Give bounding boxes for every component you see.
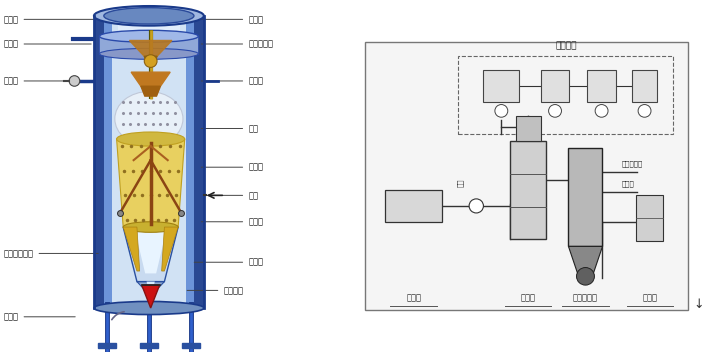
Bar (458, 56, 673, 134)
Text: 集水池: 集水池 (406, 293, 421, 302)
Bar (637, 195, 664, 241)
Circle shape (638, 105, 651, 117)
Text: 溢流堰: 溢流堰 (4, 15, 104, 24)
Circle shape (576, 268, 594, 285)
Text: 空气进口: 空气进口 (187, 286, 243, 295)
Circle shape (69, 76, 79, 86)
Text: 集砂箱: 集砂箱 (4, 312, 75, 321)
Polygon shape (131, 72, 170, 86)
Bar (194, 16, 204, 308)
Ellipse shape (99, 48, 199, 59)
Text: 搅砂器: 搅砂器 (194, 258, 263, 267)
Ellipse shape (123, 222, 178, 232)
Text: 反应池: 反应池 (520, 293, 536, 302)
Text: 加药系统: 加药系统 (555, 41, 576, 50)
Polygon shape (134, 227, 167, 274)
Bar (587, 70, 616, 102)
Polygon shape (137, 282, 164, 294)
Text: 过滤后出水: 过滤后出水 (621, 161, 642, 167)
Text: 空压机: 空压机 (642, 293, 657, 302)
Polygon shape (141, 86, 160, 96)
Text: 出水管: 出水管 (4, 39, 91, 49)
Text: 滤后水: 滤后水 (4, 76, 86, 86)
Polygon shape (569, 246, 603, 282)
Text: ↓: ↓ (693, 298, 703, 311)
Bar (569, 148, 603, 246)
Circle shape (495, 105, 508, 117)
Bar (111, 16, 186, 308)
Text: 进水管: 进水管 (201, 217, 263, 226)
Bar (118, 16, 179, 51)
Text: 洗砂器: 洗砂器 (201, 76, 263, 86)
Polygon shape (162, 227, 178, 271)
Bar (515, 116, 541, 141)
Polygon shape (129, 40, 172, 56)
Bar (94, 16, 104, 308)
Bar (484, 70, 519, 102)
Ellipse shape (104, 8, 194, 24)
Ellipse shape (94, 6, 204, 26)
Ellipse shape (99, 30, 199, 42)
Ellipse shape (94, 301, 204, 315)
Text: 引水道: 引水道 (201, 163, 263, 172)
Bar (541, 70, 569, 102)
Polygon shape (145, 56, 157, 64)
Polygon shape (182, 343, 199, 348)
Bar (99, 36, 199, 54)
Ellipse shape (115, 92, 183, 146)
Polygon shape (140, 343, 157, 348)
Text: 搅砂管: 搅砂管 (187, 15, 263, 24)
Polygon shape (123, 227, 178, 282)
Text: 洗砂水: 洗砂水 (621, 180, 634, 187)
Text: 流砂过滤器: 流砂过滤器 (573, 293, 598, 302)
Bar (186, 16, 194, 308)
Text: 进水: 进水 (457, 179, 464, 187)
Circle shape (595, 105, 608, 117)
Polygon shape (147, 282, 155, 294)
Bar (510, 141, 546, 239)
Text: 锥形砂分配器: 锥形砂分配器 (4, 249, 99, 258)
Text: 原水: 原水 (206, 191, 258, 200)
Circle shape (469, 199, 484, 213)
Text: 滤床: 滤床 (201, 124, 258, 133)
Ellipse shape (116, 132, 185, 146)
Text: 空气分离器: 空气分离器 (201, 39, 273, 49)
Bar (94, 16, 204, 308)
Polygon shape (123, 227, 140, 271)
Polygon shape (142, 285, 160, 308)
Bar (385, 190, 442, 222)
Polygon shape (99, 343, 116, 348)
Bar (365, 42, 688, 310)
Polygon shape (116, 139, 185, 227)
Bar (104, 16, 111, 308)
Circle shape (549, 105, 562, 117)
Bar (632, 70, 657, 102)
Circle shape (145, 55, 157, 68)
